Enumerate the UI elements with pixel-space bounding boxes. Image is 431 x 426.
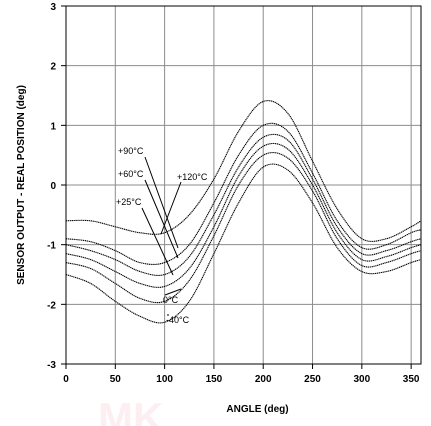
label-minus-40c: -40°C: [166, 315, 190, 325]
series-line: [65, 100, 422, 242]
annotation-layer: +90°C +60°C +120°C +25°C 0°C -40°C: [116, 146, 208, 325]
series-line: [65, 142, 422, 288]
series-layer: [65, 100, 422, 324]
x-axis-label: ANGLE (deg): [226, 404, 288, 415]
grid-layer: [65, 5, 421, 365]
y-tick-label: -3: [47, 360, 56, 371]
x-tick-label: 250: [304, 374, 321, 385]
x-tick-label: 300: [353, 374, 370, 385]
series-line: [65, 122, 422, 265]
y-tick-label: -2: [47, 300, 56, 311]
y-tick-label: 3: [50, 2, 56, 13]
y-tick-label: 2: [50, 62, 56, 73]
label-0c: 0°C: [163, 295, 179, 305]
y-tick-label: -1: [47, 241, 56, 252]
x-tick-label: 50: [110, 374, 122, 385]
series-line: [65, 163, 422, 324]
x-tick-label: 0: [63, 374, 69, 385]
axis-layer: 0 50 100 150 200 250 300 350 -3 -2 -1 0 1 2 3 ANGLE (de…: [16, 2, 422, 415]
x-tick-label: 200: [255, 374, 272, 385]
y-tick-label: 0: [50, 181, 56, 192]
annotation-leader-0: [164, 288, 182, 296]
label-plus-25c: +25°C: [116, 197, 142, 207]
y-axis-label: SENSOR OUTPUT - REAL POSITION (deg): [16, 85, 27, 285]
x-tick-label: 150: [206, 374, 223, 385]
label-plus-120c: +120°C: [177, 172, 208, 182]
series-line: [65, 133, 422, 276]
annotation-leader-60: [144, 179, 179, 259]
y-tick-label: 1: [50, 121, 56, 132]
watermark-logo-text: MK: [98, 394, 163, 426]
label-plus-60c: +60°C: [118, 169, 144, 179]
annotation-leader-90: [144, 156, 179, 249]
label-plus-90c: +90°C: [118, 146, 144, 156]
annotation-leader-120: [160, 181, 182, 235]
x-tick-label: 350: [403, 374, 420, 385]
x-tick-label: 100: [156, 374, 173, 385]
series-line: [65, 152, 422, 304]
annotation-leader-25: [141, 207, 174, 276]
